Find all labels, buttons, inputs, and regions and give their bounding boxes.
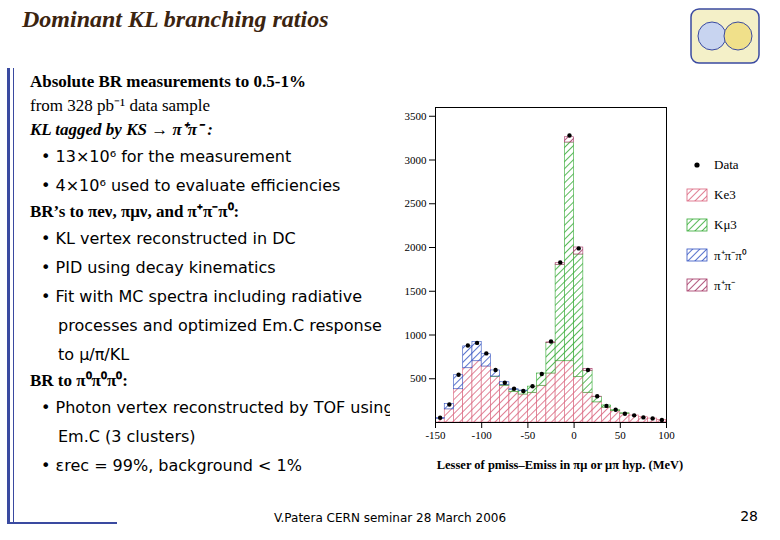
svg-text:50: 50 — [615, 429, 627, 441]
svg-text:2000: 2000 — [405, 241, 428, 253]
svg-text:100: 100 — [658, 429, 675, 441]
html-text:Dominant KL branching ratios: Dominant KL branching ratios — [22, 6, 329, 32]
html-text:V.Patera CERN seminar 28 March: V.Patera CERN seminar 28 March 2006 — [273, 511, 507, 525]
html-text:• Photon vertex reconstructed: • Photon vertex reconstructed by TOF usi… — [41, 398, 394, 446]
html-text:• 4×10⁶ used to evaluate effic: • 4×10⁶ used to evaluate efficiencies — [41, 176, 341, 195]
svg-text:-50: -50 — [521, 429, 536, 441]
html-text:• Fit with MC spectra includin: • Fit with MC spectra including radiativ… — [41, 287, 382, 364]
html-text:• 13×10⁶ for the measurement: • 13×10⁶ for the measurement — [41, 147, 292, 166]
svg-text:1000: 1000 — [405, 329, 428, 341]
html-text:Kμ3: Kμ3 — [714, 217, 737, 232]
html-text:28: 28 — [740, 508, 758, 524]
svg-text:500: 500 — [410, 372, 427, 384]
html-text:• PID using decay kinematics: • PID using decay kinematics — [41, 258, 276, 277]
svg-text:1500: 1500 — [405, 285, 428, 297]
html-text:Lesser of pmiss–Emiss in πμ or: Lesser of pmiss–Emiss in πμ or μπ hyp. (… — [436, 458, 684, 472]
svg-text:3500: 3500 — [405, 110, 428, 122]
svg-text:-150: -150 — [425, 429, 446, 441]
svg-text:2500: 2500 — [405, 197, 428, 209]
html-text:• KL vertex reconstructed in D: • KL vertex reconstructed in DC — [41, 229, 296, 248]
html-text:Absolute BR measurements to 0.: Absolute BR measurements to 0.5-1% — [30, 72, 306, 91]
html-text:π⁺π⁻: π⁺π⁻ — [714, 278, 736, 293]
html-text:π⁺π⁻π⁰: π⁺π⁻π⁰ — [714, 248, 747, 263]
svg-text:0: 0 — [571, 429, 577, 441]
html-text:KL tagged by KS → π⁺π⁻ :: KL tagged by KS → π⁺π⁻ : — [30, 120, 213, 139]
html-text:BR’s to πeν, πμν, and π⁺π⁻π⁰:: BR’s to πeν, πμν, and π⁺π⁻π⁰: — [30, 202, 240, 221]
html-text:• εrec = 99%, background < 1%: • εrec = 99%, background < 1% — [41, 456, 302, 475]
html-text:from 328 pb⁻¹ data sample: from 328 pb⁻¹ data sample — [30, 96, 211, 115]
html-text:Ke3: Ke3 — [714, 187, 736, 202]
svg-text:3000: 3000 — [405, 154, 428, 166]
svg-text:-100: -100 — [472, 429, 493, 441]
html-text:BR to π⁰π⁰π⁰:: BR to π⁰π⁰π⁰: — [30, 371, 128, 390]
html-text:Data: Data — [714, 157, 739, 172]
